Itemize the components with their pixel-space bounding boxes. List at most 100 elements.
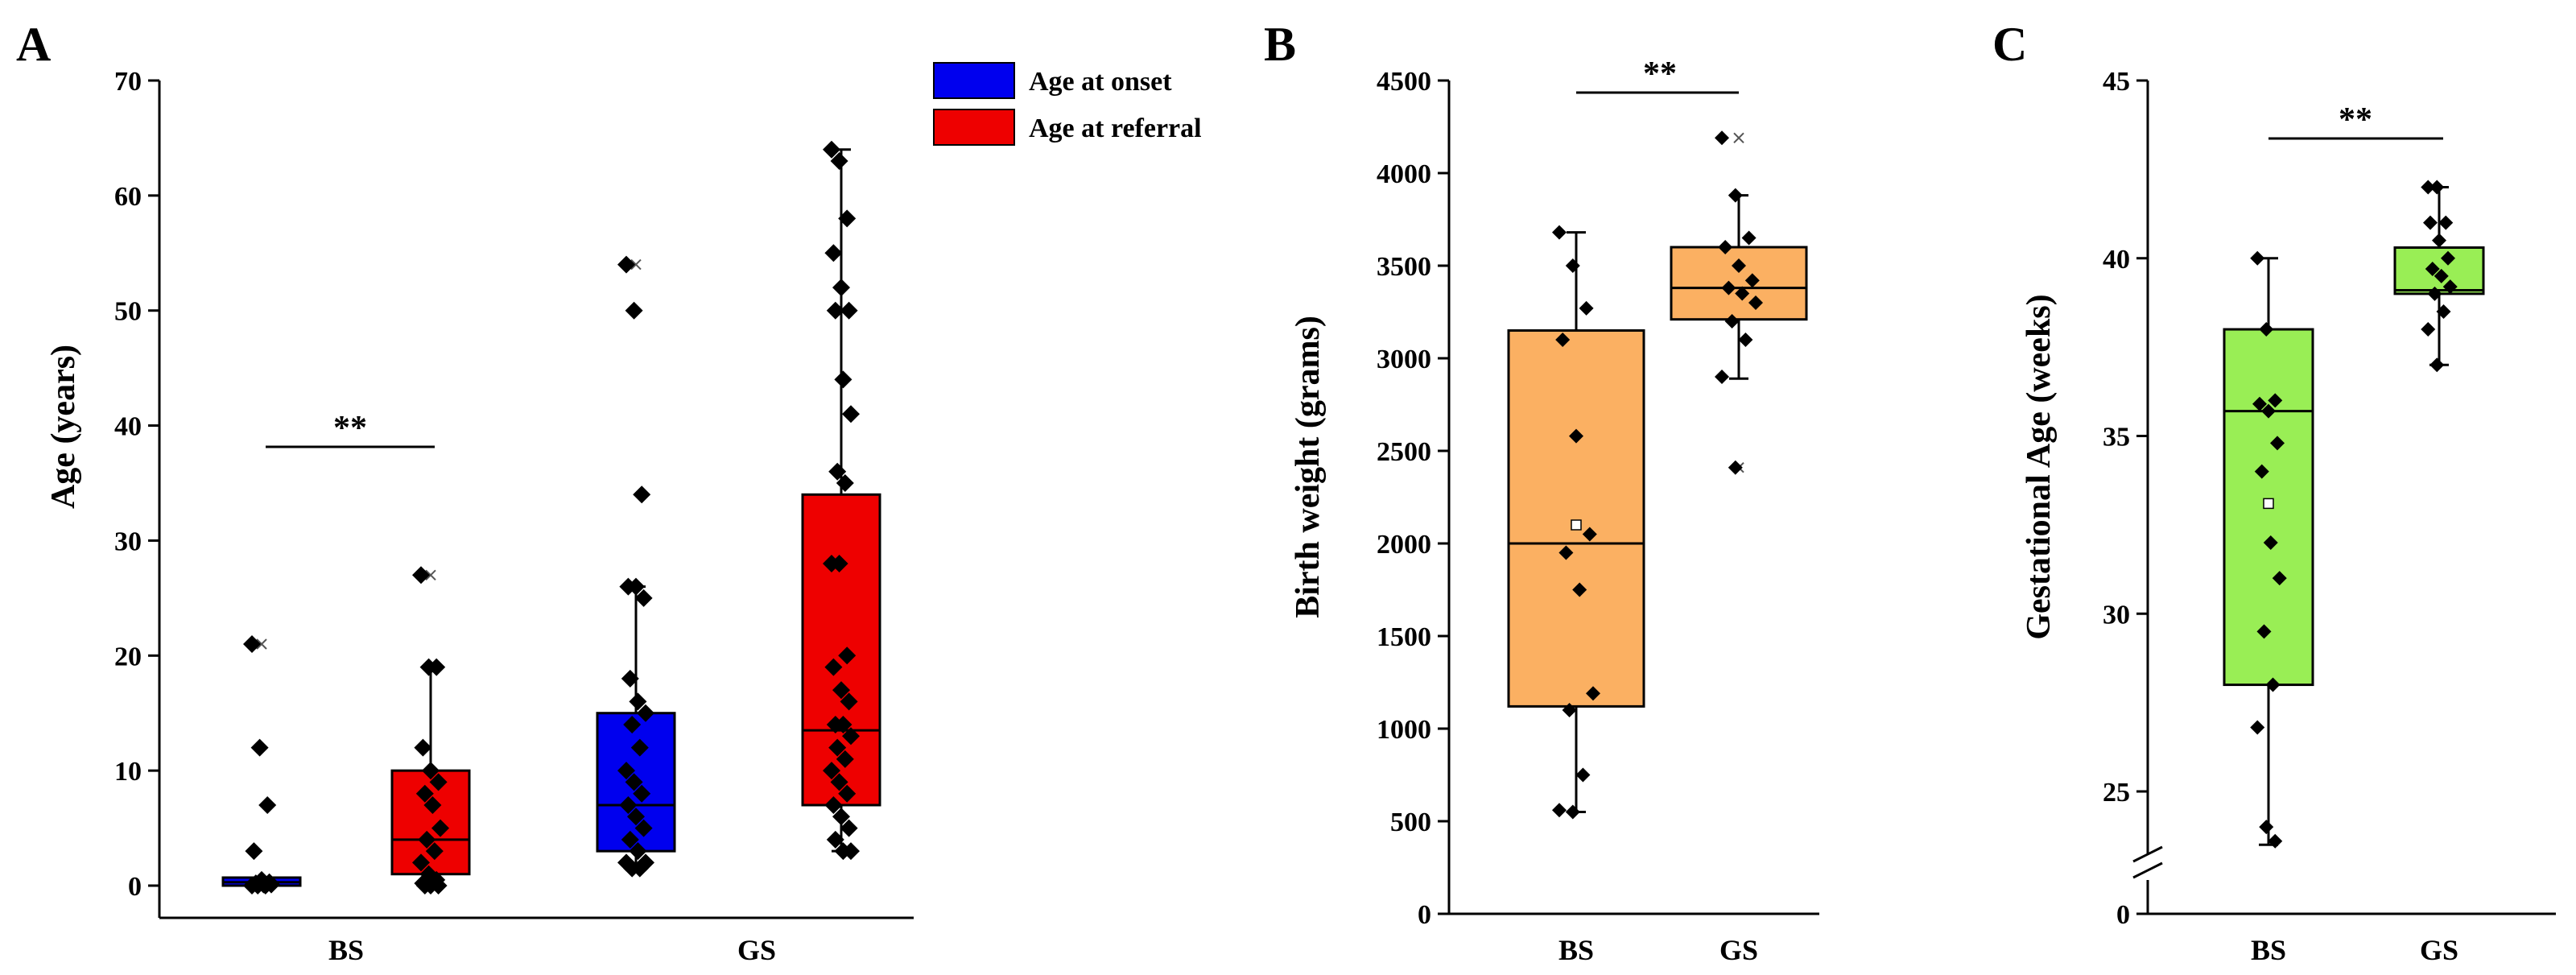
data-point: [2250, 720, 2265, 735]
data-point: [1735, 286, 1750, 301]
box-body: [390, 769, 471, 876]
y-tick-label: 50: [114, 297, 142, 327]
data-point: [2270, 436, 2285, 451]
data-point: [415, 784, 434, 803]
panel-b-significance: **: [1576, 56, 1739, 94]
data-point: [826, 830, 844, 849]
data-point: [842, 842, 860, 861]
data-point: [422, 762, 440, 780]
data-point: [842, 727, 860, 746]
data-point: [826, 301, 844, 320]
data-point: [630, 738, 649, 757]
data-point: [256, 877, 275, 894]
data-point: [429, 773, 448, 791]
y-tick-label: 3500: [1377, 252, 1431, 282]
data-point: [842, 405, 860, 423]
panel-b-category-label-bs: BS: [1558, 934, 1594, 966]
data-point: [834, 716, 852, 733]
data-point: [625, 301, 643, 320]
panel-c-significance: **: [2268, 101, 2443, 140]
data-point: [1552, 225, 1567, 240]
data-point: [1575, 767, 1591, 783]
data-point: [429, 877, 448, 894]
data-point: [832, 681, 850, 700]
series-referral: [390, 140, 881, 894]
legend-label-onset: Age at onset: [1029, 67, 1172, 97]
data-point: [2429, 357, 2445, 373]
significance-label: **: [333, 410, 367, 447]
data-point: [836, 750, 854, 768]
data-point: [1732, 258, 1746, 273]
panel-c-plot: [2223, 180, 2485, 849]
data-point: [627, 808, 645, 826]
data-point: [2421, 180, 2436, 195]
box-body: [2393, 246, 2485, 295]
legend-swatch-referral: [933, 109, 1015, 146]
panel-c-category-label-bs: BS: [2251, 934, 2286, 966]
data-point: [2427, 286, 2442, 301]
data-point: [2256, 624, 2272, 639]
data-point: [617, 853, 635, 872]
data-point: [2268, 393, 2283, 408]
y-tick-label: 70: [114, 67, 142, 97]
data-point: [2254, 464, 2269, 479]
y-tick-label: 0: [128, 872, 142, 902]
box-gs: [1670, 130, 1808, 475]
data-point: [1555, 333, 1571, 347]
data-point: [633, 784, 651, 803]
y-tick-label: 40: [114, 412, 142, 442]
y-tick-label: 1500: [1377, 622, 1431, 652]
data-point: [425, 842, 444, 861]
box-bs: [221, 635, 302, 894]
data-point: [1715, 130, 1729, 146]
data-point: [1565, 258, 1580, 273]
data-point: [2425, 261, 2440, 276]
data-point: [840, 301, 858, 320]
y-tick-label: 30: [2103, 600, 2130, 630]
data-point: [2259, 820, 2274, 835]
data-point: [634, 589, 653, 607]
data-point: [2265, 677, 2281, 692]
data-point: [830, 555, 848, 572]
panel-a-category-label-gs: GS: [737, 934, 776, 966]
data-point: [1741, 230, 1757, 246]
data-point: [832, 808, 850, 826]
y-tick-label: 20: [114, 642, 142, 671]
data-point: [836, 474, 854, 492]
data-point: [634, 819, 653, 837]
data-point: [1582, 527, 1597, 542]
data-point: [621, 830, 639, 849]
outlier-marker: [425, 569, 436, 580]
data-point: [1728, 460, 1743, 475]
legend-swatch-onset: [933, 62, 1015, 99]
data-point: [243, 635, 261, 653]
panel-c-y-axis: 0 25 30 35 40 45: [2103, 67, 2148, 930]
data-point: [2434, 268, 2449, 283]
y-tick-label: 1000: [1377, 715, 1431, 745]
data-point: [623, 716, 642, 733]
panel-a-legend: Age at onset Age at referral: [933, 62, 1202, 146]
data-point: [629, 692, 647, 711]
data-point: [2250, 250, 2265, 266]
data-point: [617, 762, 635, 780]
y-tick-label: 35: [2103, 423, 2130, 452]
data-point: [838, 647, 857, 665]
box-bs: [1507, 225, 1645, 820]
panel-a-y-axis: 0 10 20 30 40 50 60 70: [114, 67, 159, 902]
y-tick-label: 500: [1390, 808, 1431, 837]
box-bs: [390, 566, 471, 894]
data-point: [414, 738, 432, 757]
box-body: [1507, 329, 1645, 708]
panel-letter-a: A: [16, 18, 51, 71]
data-point: [630, 859, 649, 878]
data-point: [250, 738, 269, 757]
data-point: [830, 152, 848, 170]
data-point: [427, 658, 446, 676]
data-point: [617, 255, 635, 274]
panel-c-category-label-gs: GS: [2420, 934, 2458, 966]
box-body: [1670, 246, 1808, 321]
data-point: [828, 738, 847, 757]
data-point: [2432, 233, 2446, 248]
panel-a-category-label-bs: BS: [328, 934, 364, 966]
data-point: [1728, 188, 1743, 203]
